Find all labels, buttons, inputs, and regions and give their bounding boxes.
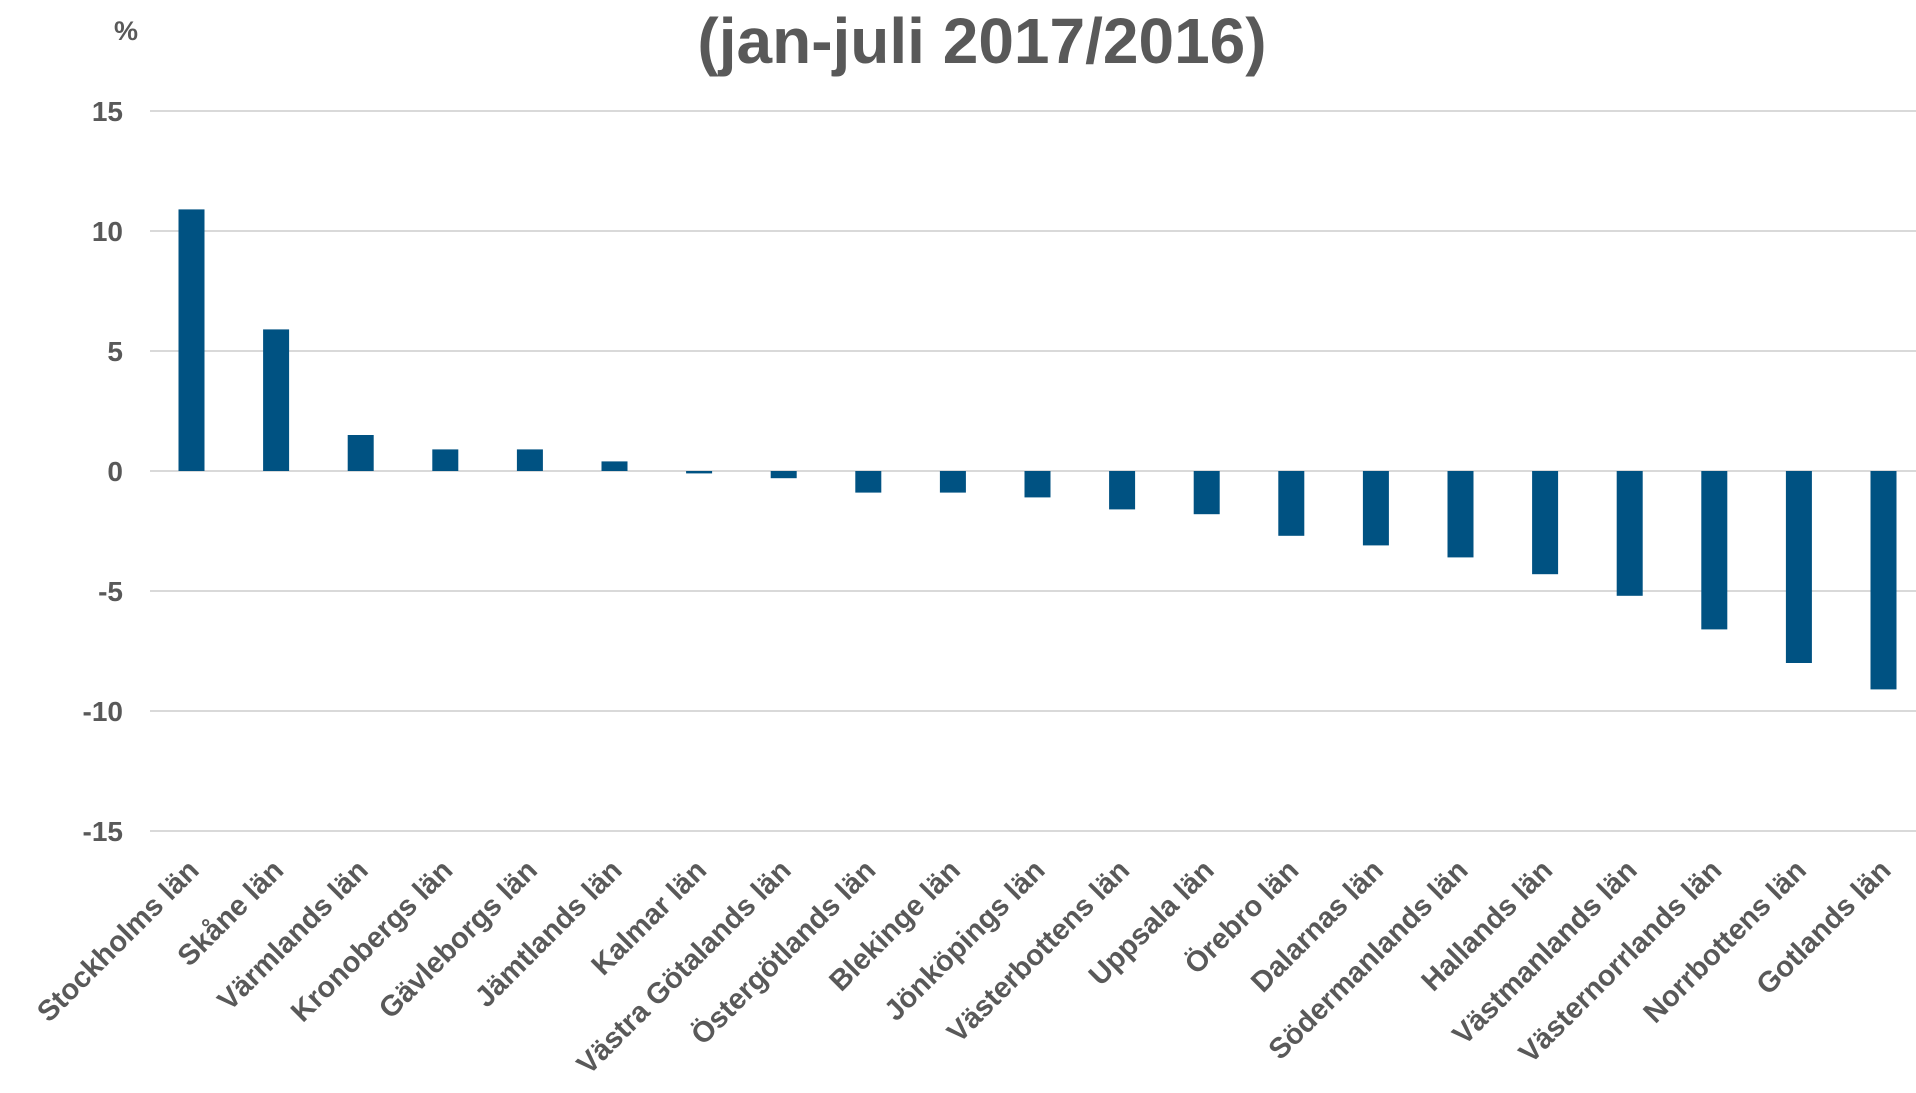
category-label: Jönköpings län (878, 854, 1051, 1027)
y-tick-label: 5 (107, 336, 123, 367)
bar (1785, 471, 1812, 663)
bars (178, 209, 1897, 690)
bar (770, 471, 797, 479)
bar (432, 449, 459, 471)
bar (1193, 471, 1220, 515)
y-tick-label: -15 (83, 816, 123, 847)
y-tick-label: 15 (92, 96, 123, 127)
bar (686, 471, 713, 474)
bar (178, 209, 205, 471)
bar (516, 449, 543, 471)
bar (1870, 471, 1897, 690)
bar (601, 461, 628, 471)
bar (1362, 471, 1389, 546)
bar (263, 329, 290, 471)
bar (1447, 471, 1474, 558)
bar (1532, 471, 1559, 575)
category-label: Värmlands län (212, 854, 375, 1017)
bar (1616, 471, 1643, 596)
bar (855, 471, 882, 493)
bar (347, 435, 374, 471)
bar (1278, 471, 1305, 536)
bar (939, 471, 966, 493)
y-axis-tick-labels: 15 10 5 0 -5 -10 -15 (83, 96, 123, 847)
y-tick-label: 10 (92, 216, 123, 247)
chart-title: (jan-juli 2017/2016) (697, 5, 1266, 77)
category-label: Jämtlands län (469, 854, 628, 1013)
bar (1024, 471, 1051, 498)
category-label: Gävleborgs län (373, 854, 544, 1025)
y-tick-label: -10 (83, 696, 123, 727)
chart-title-line-2: (jan-juli 2017/2016) (697, 5, 1266, 77)
bar (1701, 471, 1728, 630)
bar (1109, 471, 1136, 510)
y-tick-label: -5 (98, 576, 123, 607)
y-axis-unit-label: % (114, 16, 138, 46)
y-tick-label: 0 (107, 456, 123, 487)
